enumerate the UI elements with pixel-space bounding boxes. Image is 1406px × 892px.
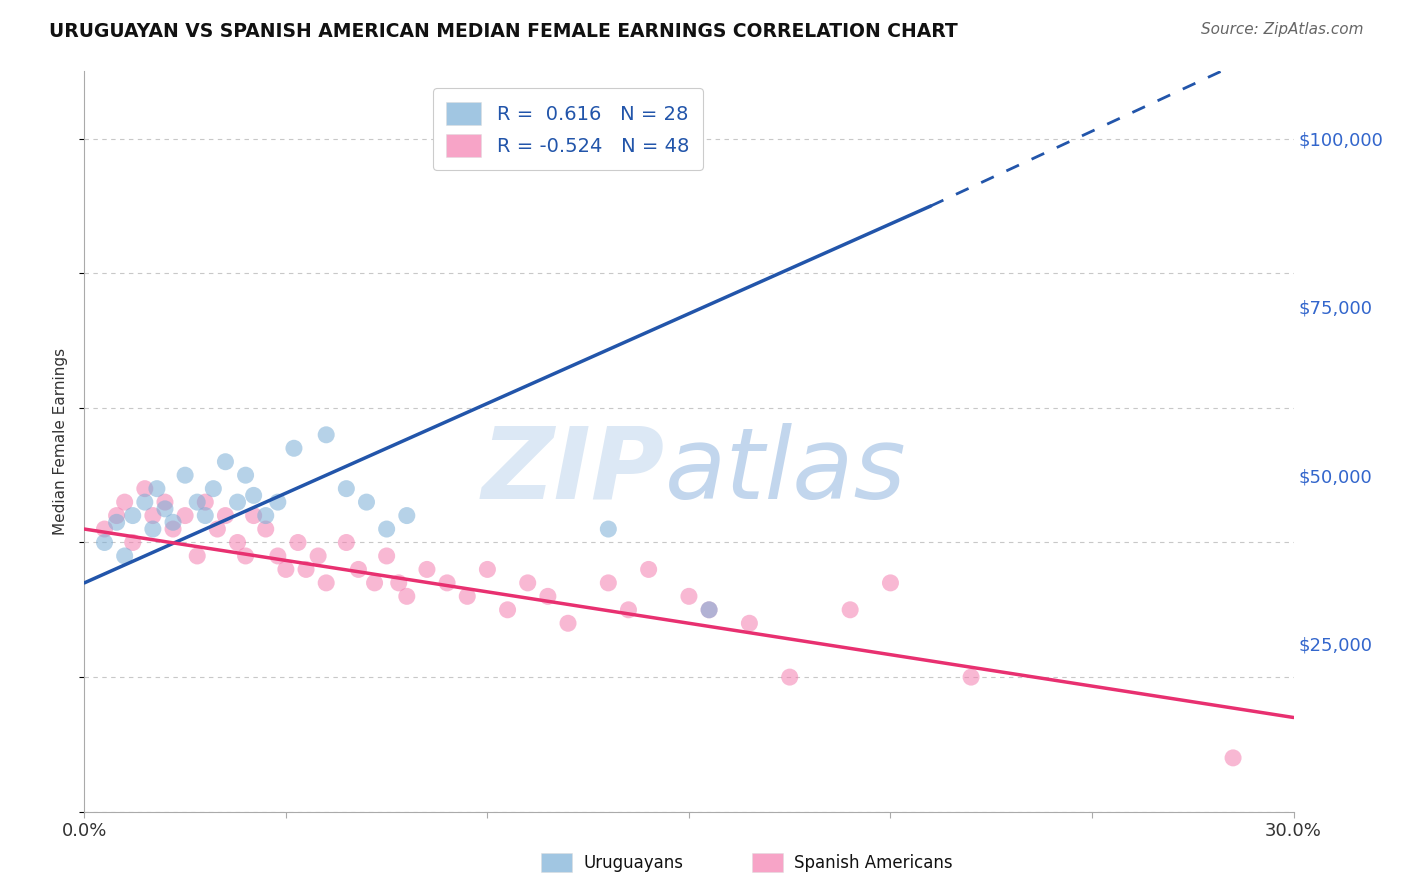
Point — [105, 516, 128, 530]
Point — [960, 670, 983, 684]
Point — [283, 442, 305, 456]
Point — [162, 516, 184, 530]
Point — [114, 495, 136, 509]
Text: Spanish Americans: Spanish Americans — [794, 855, 953, 872]
Point — [516, 575, 538, 590]
Legend: R =  0.616   N = 28, R = -0.524   N = 48: R = 0.616 N = 28, R = -0.524 N = 48 — [433, 88, 703, 170]
Point — [388, 575, 411, 590]
Point — [214, 455, 236, 469]
Point — [194, 495, 217, 509]
Point — [242, 508, 264, 523]
Point — [267, 495, 290, 509]
Point — [153, 495, 176, 509]
Point — [363, 575, 385, 590]
Point — [226, 535, 249, 549]
Point — [315, 575, 337, 590]
Point — [142, 522, 165, 536]
Point — [174, 468, 197, 483]
Point — [186, 495, 208, 509]
Point — [416, 562, 439, 576]
Bar — [541, 853, 572, 872]
Point — [295, 562, 318, 576]
Y-axis label: Median Female Earnings: Median Female Earnings — [53, 348, 69, 535]
Point — [678, 590, 700, 604]
Point — [315, 427, 337, 442]
Point — [267, 549, 290, 563]
Point — [207, 522, 229, 536]
Point — [134, 482, 156, 496]
Text: Uruguayans: Uruguayans — [583, 855, 683, 872]
Point — [287, 535, 309, 549]
Point — [375, 549, 398, 563]
Text: Source: ZipAtlas.com: Source: ZipAtlas.com — [1201, 22, 1364, 37]
Text: URUGUAYAN VS SPANISH AMERICAN MEDIAN FEMALE EARNINGS CORRELATION CHART: URUGUAYAN VS SPANISH AMERICAN MEDIAN FEM… — [49, 22, 957, 41]
Text: atlas: atlas — [665, 423, 907, 520]
Point — [134, 495, 156, 509]
Point — [879, 575, 901, 590]
Point — [356, 495, 378, 509]
Point — [669, 131, 692, 145]
Point — [146, 482, 169, 496]
Point — [254, 522, 277, 536]
Point — [307, 549, 329, 563]
Point — [162, 522, 184, 536]
Point — [375, 522, 398, 536]
Point — [1222, 751, 1244, 765]
Point — [226, 495, 249, 509]
Point — [235, 549, 257, 563]
Point — [496, 603, 519, 617]
Bar — [752, 853, 783, 872]
Point — [153, 501, 176, 516]
Point — [242, 488, 264, 502]
Point — [395, 590, 418, 604]
Point — [779, 670, 801, 684]
Point — [557, 616, 579, 631]
Point — [174, 508, 197, 523]
Point — [395, 508, 418, 523]
Point — [194, 508, 217, 523]
Point — [839, 603, 862, 617]
Point — [598, 575, 620, 590]
Point — [637, 562, 659, 576]
Point — [235, 468, 257, 483]
Point — [142, 508, 165, 523]
Point — [697, 603, 720, 617]
Point — [121, 535, 143, 549]
Point — [274, 562, 297, 576]
Point — [456, 590, 478, 604]
Point — [121, 508, 143, 523]
Point — [214, 508, 236, 523]
Point — [202, 482, 225, 496]
Point — [697, 603, 720, 617]
Point — [186, 549, 208, 563]
Point — [93, 535, 115, 549]
Point — [436, 575, 458, 590]
Text: ZIP: ZIP — [482, 423, 665, 520]
Point — [254, 508, 277, 523]
Point — [738, 616, 761, 631]
Point — [335, 482, 357, 496]
Point — [598, 522, 620, 536]
Point — [617, 603, 640, 617]
Point — [477, 562, 499, 576]
Point — [114, 549, 136, 563]
Point — [537, 590, 560, 604]
Point — [105, 508, 128, 523]
Point — [93, 522, 115, 536]
Point — [347, 562, 370, 576]
Point — [335, 535, 357, 549]
